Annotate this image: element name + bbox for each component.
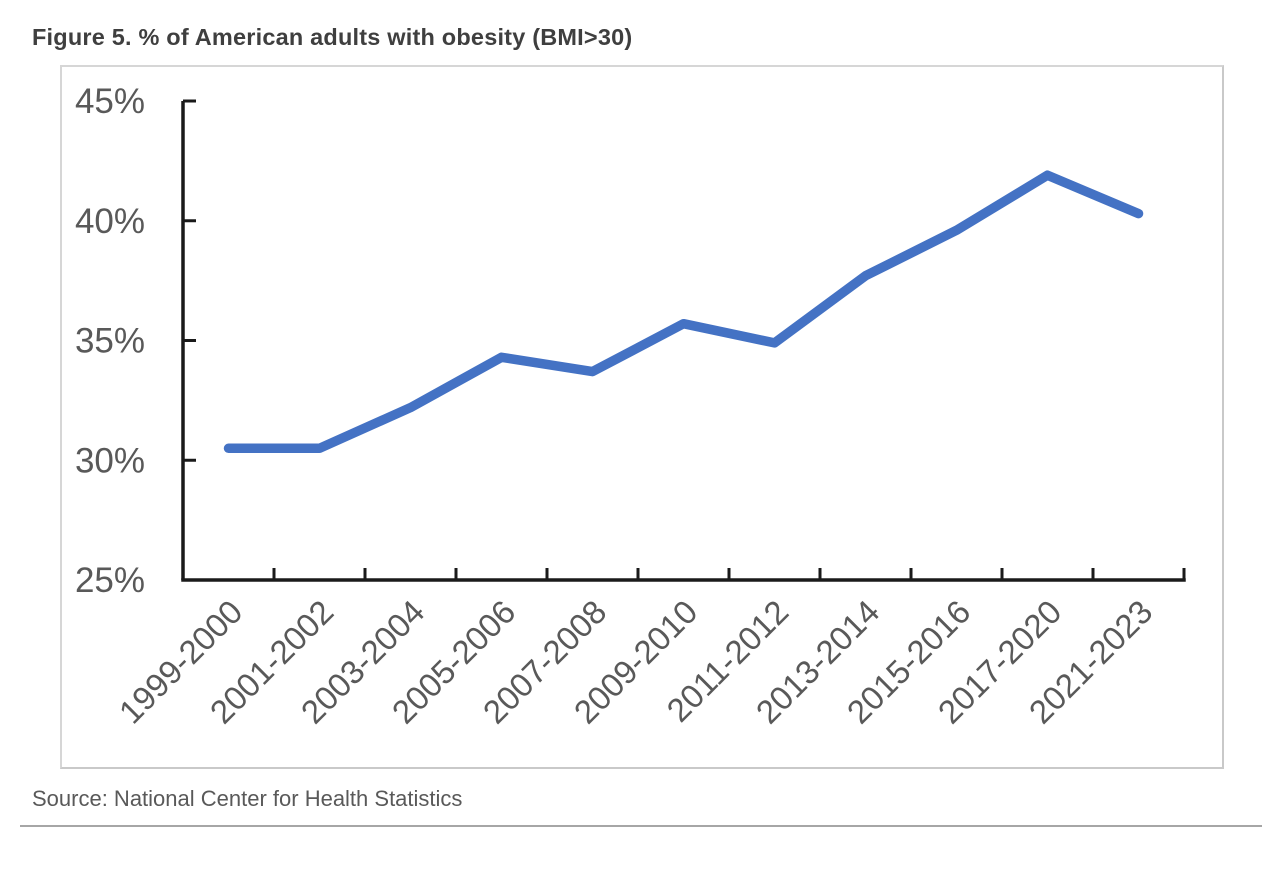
y-axis-label: 45%: [75, 82, 145, 121]
y-axis-label: 25%: [75, 561, 145, 600]
chart-area: 25% 30% 35% 40% 45% 1999-2000 2001-2002 2003-20…: [60, 65, 1224, 769]
obesity-line-chart: 25%30%35%40%45%1999-20002001-20022003-20…: [75, 82, 1186, 731]
y-axis-label: 35%: [75, 322, 145, 361]
obesity-trend-line: [223, 170, 1144, 454]
bottom-divider: [20, 825, 1262, 827]
y-axis-label: 40%: [75, 202, 145, 241]
y-axis-label: 30%: [75, 441, 145, 480]
chart-title: Figure 5. % of American adults with obes…: [32, 24, 633, 50]
source-note: Source: National Center for Health Stati…: [32, 786, 463, 811]
